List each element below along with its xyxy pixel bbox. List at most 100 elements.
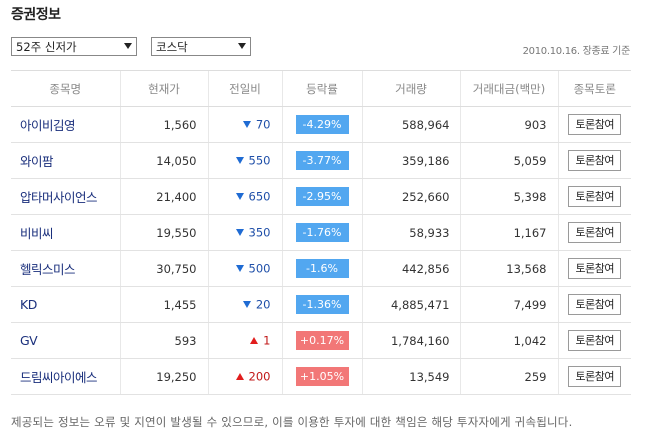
col-header-amount: 거래대금(백만) xyxy=(459,70,558,107)
price-change: 200 xyxy=(207,358,282,395)
table-row: 비비씨 19,550 350 -1.76% 58,933 1,167 토론참여 xyxy=(11,214,631,251)
table-row: 와이팜 14,050 550 -3.77% 359,186 5,059 토론참여 xyxy=(11,142,631,179)
current-price: 593 xyxy=(119,322,208,359)
discussion-cell: 토론참여 xyxy=(557,250,631,287)
price-change-value: 20 xyxy=(255,297,271,312)
date-note: 2010.10.16. 장종료 기준 xyxy=(522,46,631,57)
triangle-down-icon xyxy=(235,157,244,165)
price-change-value: 200 xyxy=(248,369,271,384)
discussion-cell: 토론참여 xyxy=(557,214,631,251)
change-rate-badge: -2.95% xyxy=(295,187,349,206)
price-change: 1 xyxy=(207,322,282,359)
join-discussion-button[interactable]: 토론참여 xyxy=(568,222,622,243)
price-change-value: 1 xyxy=(263,333,271,348)
triangle-up-icon xyxy=(235,373,244,381)
change-rate-badge: -1.76% xyxy=(295,223,349,242)
stock-name-link[interactable]: GV xyxy=(11,322,120,359)
col-header-rate: 등락률 xyxy=(281,70,362,107)
join-discussion-button[interactable]: 토론참여 xyxy=(568,330,622,351)
change-rate-badge: +0.17% xyxy=(295,331,349,350)
stock-table: 종목명 현재가 전일비 등락률 거래량 거래대금(백만) 종목토론 아이비김영 1… xyxy=(11,70,631,395)
current-price: 1,560 xyxy=(119,106,208,143)
col-header-price: 현재가 xyxy=(119,70,208,107)
change-rate-cell: -4.29% xyxy=(281,106,362,143)
stock-name-link[interactable]: 와이팜 xyxy=(11,142,120,179)
market-select-value: 코스닥 xyxy=(156,39,188,54)
triangle-up-icon xyxy=(250,337,259,345)
table-row: KD 1,455 20 -1.36% 4,885,471 7,499 토론참여 xyxy=(11,286,631,323)
stock-name-link[interactable]: 비비씨 xyxy=(11,214,120,251)
table-row: GV 593 1 +0.17% 1,784,160 1,042 토론참여 xyxy=(11,322,631,359)
trade-amount: 13,568 xyxy=(459,250,558,287)
price-change-value: 500 xyxy=(248,261,271,276)
price-change: 70 xyxy=(207,106,282,143)
price-change: 350 xyxy=(207,214,282,251)
current-price: 19,250 xyxy=(119,358,208,395)
disclaimer-text: 제공되는 정보는 오류 및 지연이 발생될 수 있으므로, 이를 이용한 투자에… xyxy=(11,415,573,429)
trade-volume: 442,856 xyxy=(361,250,460,287)
join-discussion-button[interactable]: 토론참여 xyxy=(568,150,622,171)
table-row: 드림씨아이에스 19,250 200 +1.05% 13,549 259 토론참여 xyxy=(11,358,631,395)
discussion-cell: 토론참여 xyxy=(557,286,631,323)
trade-volume: 58,933 xyxy=(361,214,460,251)
triangle-down-icon xyxy=(235,265,244,273)
table-row: 아이비김영 1,560 70 -4.29% 588,964 903 토론참여 xyxy=(11,106,631,143)
join-discussion-button[interactable]: 토론참여 xyxy=(568,294,622,315)
price-change-value: 350 xyxy=(248,225,271,240)
trade-volume: 13,549 xyxy=(361,358,460,395)
trade-volume: 588,964 xyxy=(361,106,460,143)
join-discussion-button[interactable]: 토론참여 xyxy=(568,366,622,387)
stock-name-link[interactable]: KD xyxy=(11,286,120,323)
discussion-cell: 토론참여 xyxy=(557,142,631,179)
trade-amount: 903 xyxy=(459,106,558,143)
current-price: 1,455 xyxy=(119,286,208,323)
triangle-down-icon xyxy=(235,193,244,201)
stock-name-link[interactable]: 아이비김영 xyxy=(11,106,120,143)
stock-name-link[interactable]: 드림씨아이에스 xyxy=(11,358,120,395)
change-rate-cell: +1.05% xyxy=(281,358,362,395)
trade-amount: 7,499 xyxy=(459,286,558,323)
col-header-volume: 거래량 xyxy=(361,70,460,107)
triangle-down-icon xyxy=(242,121,251,129)
price-change-value: 550 xyxy=(248,153,271,168)
price-change-value: 70 xyxy=(255,117,271,132)
table-row: 압타머사이언스 21,400 650 -2.95% 252,660 5,398 토론참여 xyxy=(11,178,631,215)
discussion-cell: 토론참여 xyxy=(557,178,631,215)
price-change: 500 xyxy=(207,250,282,287)
discussion-cell: 토론참여 xyxy=(557,322,631,359)
price-change: 20 xyxy=(207,286,282,323)
triangle-down-icon xyxy=(235,229,244,237)
change-rate-cell: -3.77% xyxy=(281,142,362,179)
change-rate-badge: -3.77% xyxy=(295,151,349,170)
stock-name-link[interactable]: 압타머사이언스 xyxy=(11,178,120,215)
price-change: 650 xyxy=(207,178,282,215)
change-rate-badge: -4.29% xyxy=(295,115,349,134)
change-rate-cell: +0.17% xyxy=(281,322,362,359)
price-change-value: 650 xyxy=(248,189,271,204)
trade-volume: 359,186 xyxy=(361,142,460,179)
col-header-name: 종목명 xyxy=(11,70,120,107)
col-header-discussion: 종목토론 xyxy=(557,70,631,107)
market-select[interactable]: 코스닥 xyxy=(151,37,251,56)
current-price: 14,050 xyxy=(119,142,208,179)
trade-amount: 1,042 xyxy=(459,322,558,359)
join-discussion-button[interactable]: 토론참여 xyxy=(568,258,622,279)
change-rate-cell: -1.76% xyxy=(281,214,362,251)
change-rate-badge: +1.05% xyxy=(295,367,349,386)
change-rate-cell: -1.36% xyxy=(281,286,362,323)
table-header-row: 종목명 현재가 전일비 등락률 거래량 거래대금(백만) 종목토론 xyxy=(11,70,631,107)
join-discussion-button[interactable]: 토론참여 xyxy=(568,186,622,207)
trade-volume: 4,885,471 xyxy=(361,286,460,323)
trade-volume: 252,660 xyxy=(361,178,460,215)
period-select[interactable]: 52주 신저가 xyxy=(11,37,137,56)
table-row: 헬릭스미스 30,750 500 -1.6% 442,856 13,568 토론참여 xyxy=(11,250,631,287)
chevron-down-icon xyxy=(124,43,132,49)
current-price: 21,400 xyxy=(119,178,208,215)
stock-name-link[interactable]: 헬릭스미스 xyxy=(11,250,120,287)
section-title: 증권정보 xyxy=(11,7,61,23)
trade-volume: 1,784,160 xyxy=(361,322,460,359)
change-rate-badge: -1.6% xyxy=(295,259,349,278)
join-discussion-button[interactable]: 토론참여 xyxy=(568,114,622,135)
trade-amount: 259 xyxy=(459,358,558,395)
change-rate-cell: -2.95% xyxy=(281,178,362,215)
